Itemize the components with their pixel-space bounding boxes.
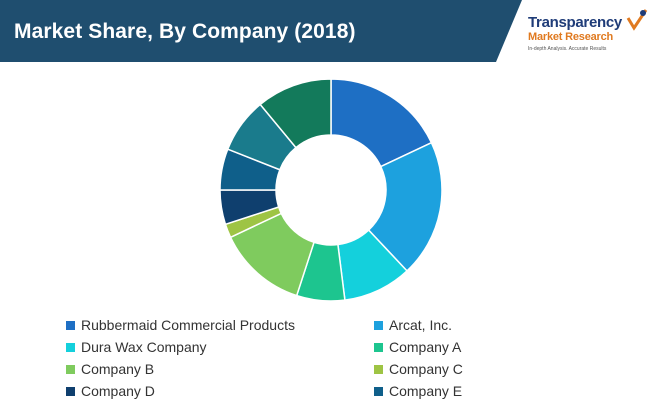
logo-tagline: In-depth Analysis. Accurate Results [528, 46, 607, 52]
legend-swatch [66, 386, 75, 396]
legend-label: Rubbermaid Commercial Products [81, 317, 295, 333]
header-band: Market Share, By Company (2018) [0, 0, 650, 62]
page-title: Market Share, By Company (2018) [14, 20, 356, 43]
legend-item: Company A [374, 338, 461, 356]
header-band-shape [0, 0, 522, 62]
legend-label: Company E [389, 383, 463, 399]
legend-label: Company C [389, 361, 463, 377]
legend-label: Company B [81, 361, 155, 377]
legend-item: Company D [66, 382, 155, 400]
legend-item: Dura Wax Company [66, 338, 207, 356]
legend-label: Dura Wax Company [81, 339, 207, 355]
logo-name: Transparency [528, 14, 622, 31]
legend-item: Company C [374, 360, 463, 378]
legend-item: Rubbermaid Commercial Products [66, 316, 295, 334]
logo-sub: Market Research [528, 31, 614, 43]
legend-swatch [374, 320, 383, 330]
donut-slice-company-g [259, 78, 332, 149]
legend-label: Company A [389, 339, 462, 355]
legend-swatch [374, 364, 383, 374]
legend-swatch [374, 342, 383, 352]
company-logo: Transparency Market Research In-depth An… [528, 8, 648, 58]
legend-swatch [66, 342, 75, 352]
donut-chart [219, 78, 443, 302]
checkmark-icon [626, 9, 648, 31]
legend-item: Arcat, Inc. [374, 316, 452, 334]
legend-swatch [66, 364, 75, 374]
legend-label: Company D [81, 383, 155, 399]
legend-item: Company E [374, 382, 462, 400]
legend-swatch [66, 320, 75, 330]
legend-swatch [374, 386, 383, 396]
legend-label: Arcat, Inc. [389, 317, 453, 333]
legend-item: Company B [66, 360, 154, 378]
